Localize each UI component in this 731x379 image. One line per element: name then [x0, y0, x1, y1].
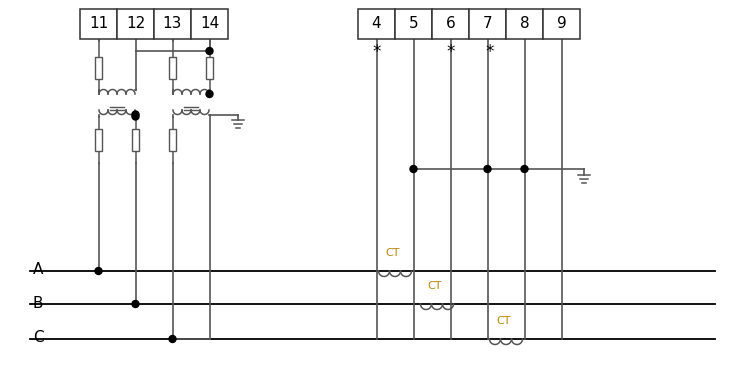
Text: *: * [485, 43, 493, 61]
Circle shape [95, 268, 102, 274]
Text: C: C [33, 330, 44, 346]
Circle shape [521, 166, 528, 172]
Bar [95, 56, 102, 78]
Bar [169, 128, 176, 150]
Bar [117, 9, 154, 39]
Bar [169, 56, 176, 78]
Bar [469, 9, 506, 39]
Bar [154, 9, 191, 39]
Text: *: * [372, 43, 381, 61]
Bar [206, 56, 213, 78]
Text: B: B [33, 296, 44, 310]
Text: *: * [447, 43, 455, 61]
Text: 7: 7 [482, 17, 492, 31]
Circle shape [132, 113, 139, 120]
Text: CT: CT [428, 281, 442, 291]
Text: 6: 6 [446, 17, 455, 31]
Text: A: A [33, 263, 43, 277]
Circle shape [169, 335, 176, 343]
Bar [358, 9, 395, 39]
Bar [543, 9, 580, 39]
Bar [432, 9, 469, 39]
Text: 5: 5 [409, 17, 418, 31]
Text: 9: 9 [556, 17, 567, 31]
Text: 4: 4 [371, 17, 382, 31]
Text: 14: 14 [200, 17, 219, 31]
Text: CT: CT [386, 248, 401, 258]
Bar [95, 128, 102, 150]
Text: CT: CT [497, 316, 511, 326]
Bar [191, 9, 228, 39]
Circle shape [132, 111, 139, 118]
Circle shape [206, 91, 213, 97]
Text: 12: 12 [126, 17, 145, 31]
Bar [132, 128, 139, 150]
Bar [506, 9, 543, 39]
Circle shape [132, 301, 139, 307]
Circle shape [206, 47, 213, 55]
Circle shape [484, 166, 491, 172]
Bar [395, 9, 432, 39]
Text: 11: 11 [89, 17, 108, 31]
Bar [80, 9, 117, 39]
Circle shape [410, 166, 417, 172]
Text: 8: 8 [520, 17, 529, 31]
Text: 13: 13 [163, 17, 182, 31]
